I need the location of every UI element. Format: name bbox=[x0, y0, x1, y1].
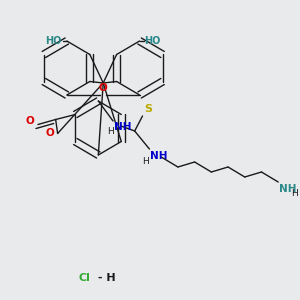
Text: S: S bbox=[145, 104, 152, 114]
Text: NH: NH bbox=[279, 184, 297, 194]
Text: NH: NH bbox=[150, 151, 168, 161]
Text: H: H bbox=[142, 157, 149, 166]
Text: Cl: Cl bbox=[79, 273, 91, 283]
Text: O: O bbox=[99, 83, 108, 93]
Text: HO: HO bbox=[46, 36, 62, 46]
Text: O: O bbox=[25, 116, 34, 127]
Text: HO: HO bbox=[145, 36, 161, 46]
Text: H: H bbox=[107, 127, 114, 136]
Text: O: O bbox=[46, 128, 55, 137]
Text: - H: - H bbox=[94, 273, 116, 283]
Text: NH: NH bbox=[114, 122, 131, 132]
Text: H: H bbox=[291, 189, 298, 198]
